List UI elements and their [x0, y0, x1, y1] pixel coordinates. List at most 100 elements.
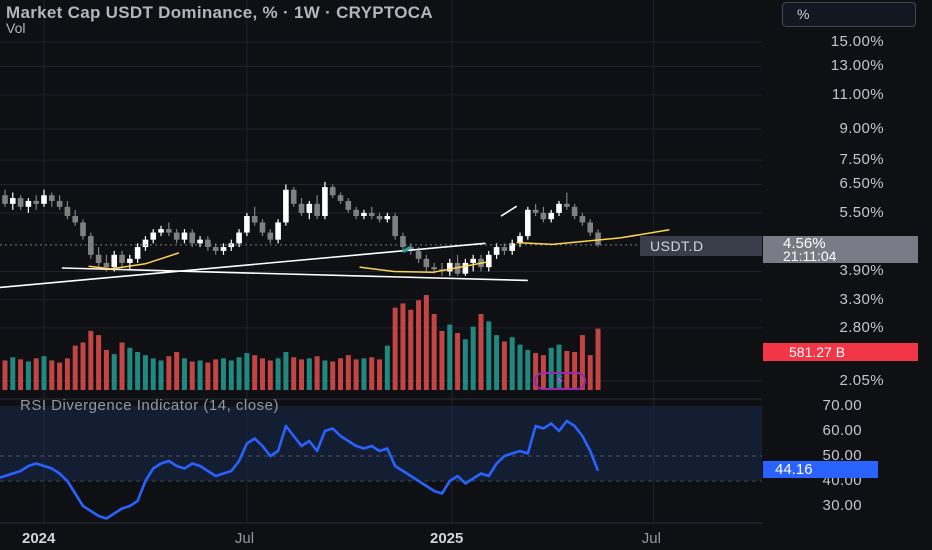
candle-body	[197, 239, 203, 244]
candle-body	[525, 209, 531, 237]
rsi-indicator-title: RSI Divergence Indicator (14, close)	[20, 397, 279, 414]
volume-bar	[572, 352, 578, 390]
candle-body	[337, 195, 344, 201]
candle-body	[88, 236, 94, 255]
rsi-tick-label: 50.00	[822, 447, 862, 464]
volume-bar	[10, 357, 16, 390]
candle-body	[470, 258, 476, 263]
volume-bar	[423, 295, 429, 390]
candle-body	[322, 187, 328, 217]
candle-body	[17, 198, 24, 207]
volume-bar	[338, 358, 344, 390]
candle-body	[485, 254, 492, 268]
volume-bar	[314, 356, 320, 390]
candle-body	[41, 195, 47, 204]
candle-body	[95, 254, 102, 263]
volume-bar	[18, 359, 24, 390]
candle-body	[64, 206, 71, 217]
candle-body	[80, 222, 86, 237]
candle-body	[103, 262, 110, 268]
volume-bar	[291, 357, 297, 390]
candle-body	[579, 216, 586, 223]
candle-body	[314, 203, 320, 217]
volume-bar	[259, 358, 265, 390]
volume-bar	[64, 358, 70, 390]
price-tick-label: 9.00%	[839, 120, 884, 137]
flash-icon[interactable]: ⚡	[534, 372, 586, 390]
candle-body	[384, 216, 391, 220]
rsi-line	[0, 419, 600, 520]
volume-bar	[80, 342, 86, 390]
volume-bar	[127, 347, 133, 390]
candle-body	[431, 267, 437, 270]
candle-body	[275, 222, 281, 240]
trendline-breakout	[500, 205, 518, 217]
price-tick-label: 5.50%	[839, 203, 884, 221]
candle-body	[72, 216, 79, 223]
candle-body	[345, 200, 352, 210]
trendline-rising	[0, 242, 486, 289]
rounding-bottom-curve-2	[359, 261, 487, 274]
candle-body	[212, 247, 219, 251]
price-tick-label: 15.00%	[830, 33, 884, 50]
volume-bar	[416, 300, 422, 390]
volume-bar	[33, 358, 39, 390]
candle-body	[493, 247, 500, 255]
rsi-tick-label: 70.00	[822, 397, 862, 414]
scale-mode-button[interactable]: %	[782, 2, 916, 27]
time-axis-label: 2024	[22, 530, 56, 547]
candle-body	[142, 239, 149, 248]
volume-bar	[88, 330, 94, 390]
candle-body	[376, 216, 383, 220]
volume-bar	[384, 345, 390, 390]
current-price-tag: 4.56% 21:11:04	[763, 236, 918, 263]
candle-body	[517, 236, 523, 244]
volume-bar	[431, 314, 437, 390]
candle-body	[595, 232, 601, 245]
price-tick-label: 2.05%	[839, 372, 884, 389]
volume-bar	[49, 360, 55, 390]
volume-bar	[2, 360, 8, 390]
volume-bar	[494, 335, 500, 390]
volume-bar	[25, 361, 31, 390]
candle-body	[392, 216, 398, 237]
volume-bar	[439, 330, 445, 390]
volume-bar	[509, 337, 515, 390]
scale-mode-label: %	[797, 6, 810, 22]
rsi-band	[0, 406, 762, 481]
candle-body	[353, 209, 359, 217]
price-tick-label: 11.00%	[831, 85, 884, 103]
volume-bar	[267, 360, 273, 390]
volume-bar	[501, 341, 507, 390]
candle-body	[267, 232, 274, 240]
price-tick-label: 3.90%	[839, 262, 884, 280]
price-tick-label: 2.80%	[839, 318, 884, 336]
rsi-tick-label: 60.00	[822, 422, 862, 439]
volume-bar	[213, 359, 219, 390]
candle-body	[564, 203, 570, 207]
candle-body	[407, 247, 414, 251]
volume-bar	[283, 352, 289, 390]
volume-bar	[111, 354, 117, 390]
volume-bar	[330, 361, 336, 390]
volume-bar	[548, 347, 554, 390]
time-axis-label: Jul	[234, 530, 255, 547]
candle-body	[283, 189, 289, 223]
candle-body	[173, 232, 180, 240]
volume-value-tag: 581.27 B	[763, 343, 918, 361]
volume-bar	[579, 335, 585, 390]
candle-body	[587, 222, 594, 233]
volume-bar	[455, 333, 461, 390]
candle-body	[509, 243, 515, 251]
candle-body	[556, 203, 562, 213]
volume-bar	[306, 358, 312, 390]
candle-body	[368, 212, 375, 217]
candle-body	[119, 254, 125, 263]
candle-body	[2, 195, 8, 204]
candle-body	[329, 187, 336, 196]
volume-bar	[252, 355, 258, 390]
volume-bar	[142, 355, 148, 390]
volume-bar	[564, 350, 570, 390]
